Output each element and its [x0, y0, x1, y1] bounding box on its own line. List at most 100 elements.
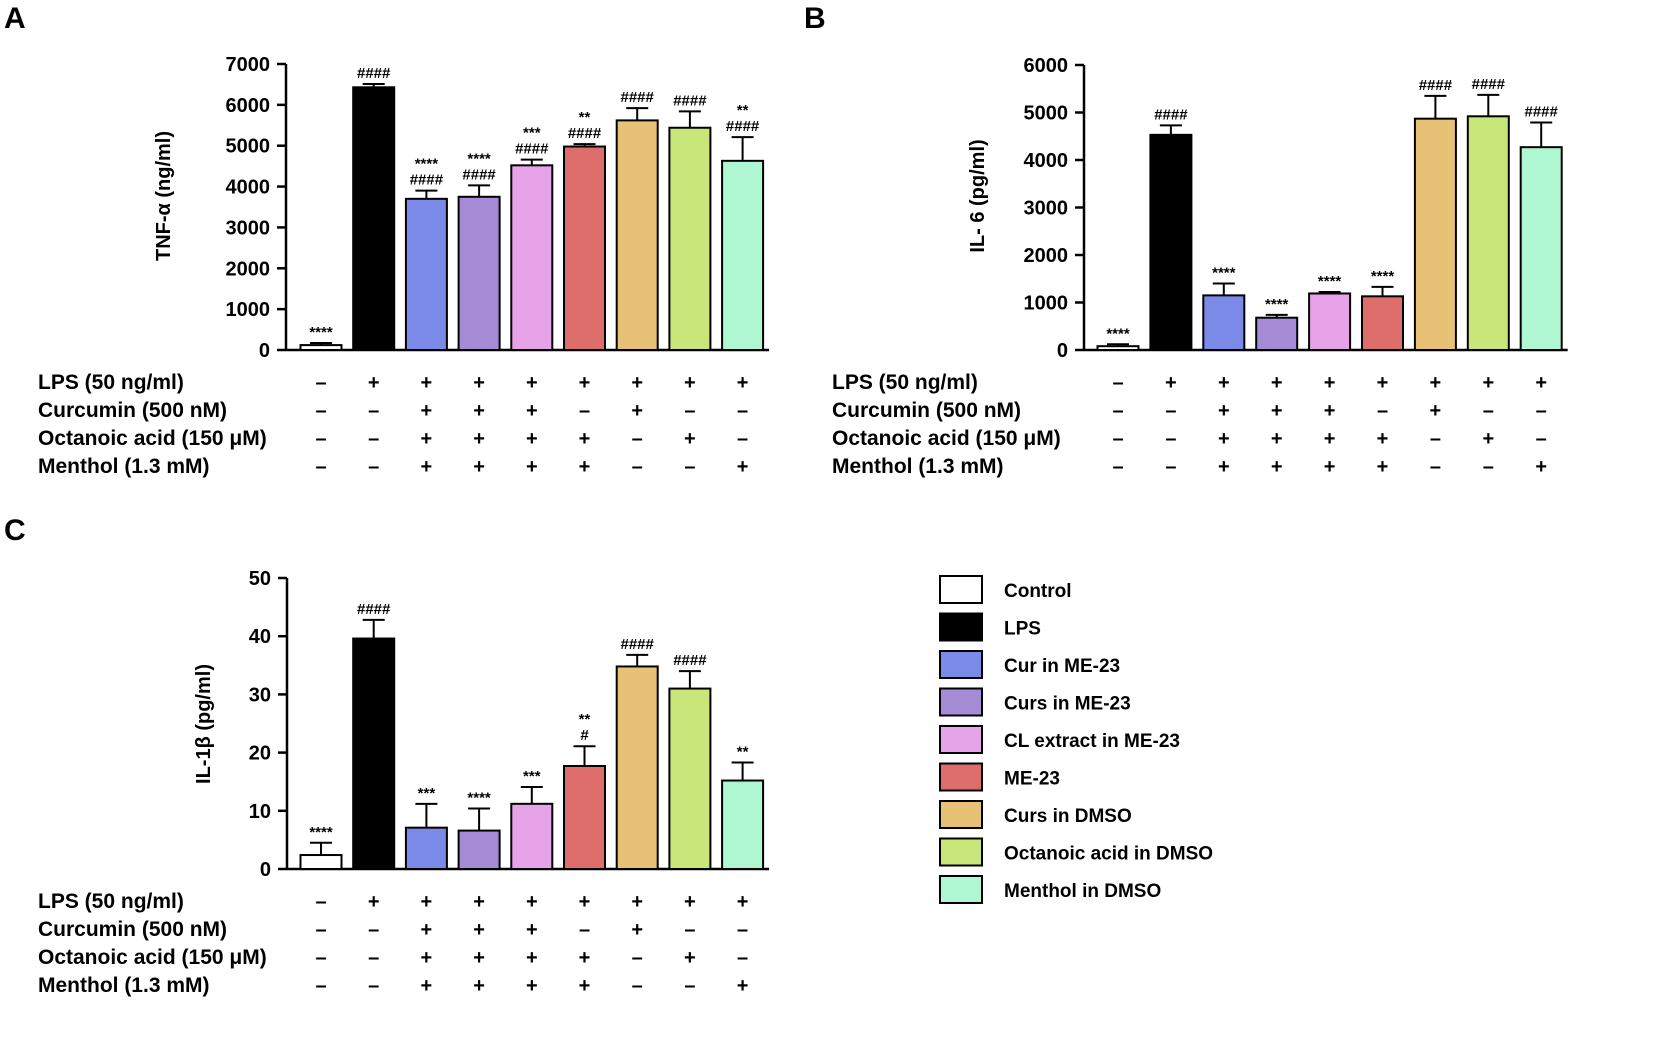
legend-swatch-me23	[940, 764, 982, 791]
y-tick-label: 5000	[226, 136, 271, 158]
treatment-sign: –	[368, 456, 379, 478]
significance-label: **	[737, 743, 749, 760]
treatment-sign: +	[579, 428, 591, 450]
treatment-sign: –	[632, 947, 643, 969]
treatment-sign: +	[526, 456, 538, 478]
treatment-sign: +	[1324, 372, 1336, 394]
significance-label: ****	[1265, 296, 1289, 313]
treatment-sign: +	[1218, 372, 1230, 394]
significance-label: ****	[1106, 325, 1130, 342]
figure: A B C 01000200030004000500060007000TNF-α…	[0, 0, 1666, 1062]
panel-letter-c: C	[4, 514, 26, 547]
treatment-sign: –	[737, 400, 748, 422]
y-axis-title: IL- 6 (pg/ml)	[967, 139, 989, 252]
treatment-sign: +	[1535, 456, 1547, 478]
treatment-sign: –	[368, 919, 379, 941]
treatment-sign: –	[737, 919, 748, 941]
bar-curs_dmso	[617, 120, 658, 350]
legend-label-curs_me23: Curs in ME-23	[1004, 694, 1131, 715]
treatment-sign: +	[473, 891, 485, 913]
y-tick-label: 0	[260, 859, 271, 881]
bar-curs_dmso	[617, 666, 658, 869]
treatment-sign: –	[315, 372, 326, 394]
treatment-sign: –	[632, 975, 643, 997]
legend-swatch-lps	[940, 614, 982, 641]
y-tick-label: 3000	[226, 217, 271, 239]
treatment-label: LPS (50 ng/ml)	[38, 890, 184, 913]
bar-cl_me23	[511, 804, 552, 869]
bar-me23	[564, 766, 605, 869]
legend-swatch-cur_me23	[940, 651, 982, 678]
treatment-sign: +	[579, 456, 591, 478]
treatment-sign: –	[315, 891, 326, 913]
treatment-sign: +	[473, 456, 485, 478]
treatment-label: Curcumin (500 nM)	[832, 399, 1021, 422]
y-axis-title: TNF-α (ng/ml)	[153, 131, 175, 261]
significance-label: ####	[357, 601, 391, 618]
bar-octanoic_dmso	[1468, 116, 1509, 350]
treatment-sign: +	[684, 947, 696, 969]
bar-control	[1098, 346, 1139, 350]
treatment-sign: +	[526, 891, 538, 913]
significance-label: ####	[673, 92, 707, 109]
treatment-sign: –	[1536, 400, 1547, 422]
treatment-label: Menthol (1.3 mM)	[38, 455, 210, 478]
treatment-sign: –	[315, 919, 326, 941]
y-tick-label: 50	[249, 568, 271, 590]
significance-label: ####	[1525, 103, 1559, 120]
legend-swatch-octanoic_dmso	[940, 839, 982, 866]
treatment-sign: +	[1482, 428, 1494, 450]
treatment-sign: –	[1112, 400, 1123, 422]
treatment-label: LPS (50 ng/ml)	[38, 371, 184, 394]
legend-swatch-cl_me23	[940, 726, 982, 753]
treatment-sign: +	[1482, 372, 1494, 394]
treatment-label: Menthol (1.3 mM)	[38, 974, 210, 997]
treatment-sign: –	[1430, 428, 1441, 450]
treatment-sign: +	[1535, 372, 1547, 394]
treatment-sign: +	[526, 947, 538, 969]
treatment-sign: +	[421, 428, 433, 450]
bar-menthol_dmso	[722, 161, 763, 350]
treatment-sign: +	[1271, 428, 1283, 450]
treatment-sign: +	[421, 947, 433, 969]
treatment-sign: –	[579, 400, 590, 422]
treatment-sign: +	[1218, 400, 1230, 422]
bar-curs_me23	[459, 831, 500, 869]
treatment-sign: +	[1271, 456, 1283, 478]
treatment-sign: +	[473, 372, 485, 394]
treatment-sign: +	[1218, 456, 1230, 478]
significance-label: ####	[515, 141, 549, 158]
bar-cur_me23	[406, 199, 447, 350]
treatment-sign: +	[631, 372, 643, 394]
treatment-sign: +	[368, 891, 380, 913]
treatment-label: Octanoic acid (150 μM)	[38, 427, 267, 450]
bar-menthol_dmso	[722, 781, 763, 869]
treatment-sign: –	[315, 947, 326, 969]
legend-swatch-curs_me23	[940, 689, 982, 716]
treatment-sign: +	[1430, 372, 1442, 394]
treatment-sign: –	[684, 400, 695, 422]
treatment-sign: +	[737, 456, 749, 478]
treatment-sign: +	[1218, 428, 1230, 450]
treatment-sign: –	[632, 456, 643, 478]
treatment-sign: +	[737, 975, 749, 997]
bar-lps	[1150, 135, 1191, 350]
treatment-sign: –	[1165, 400, 1176, 422]
treatment-sign: +	[737, 891, 749, 913]
legend-swatch-curs_dmso	[940, 801, 982, 828]
treatment-sign: +	[631, 400, 643, 422]
treatment-label: Curcumin (500 nM)	[38, 918, 227, 941]
treatment-sign: +	[1377, 428, 1389, 450]
legend-label-control: Control	[1004, 581, 1072, 602]
treatment-sign: +	[579, 947, 591, 969]
significance-label: #	[580, 727, 589, 744]
treatment-sign: –	[368, 428, 379, 450]
legend-label-octanoic_dmso: Octanoic acid in DMSO	[1004, 844, 1213, 865]
significance-label: ****	[1318, 273, 1342, 290]
treatment-sign: +	[473, 947, 485, 969]
treatment-sign: +	[1271, 372, 1283, 394]
bar-cl_me23	[511, 165, 552, 350]
treatment-sign: –	[632, 428, 643, 450]
treatment-label: Menthol (1.3 mM)	[832, 455, 1004, 478]
